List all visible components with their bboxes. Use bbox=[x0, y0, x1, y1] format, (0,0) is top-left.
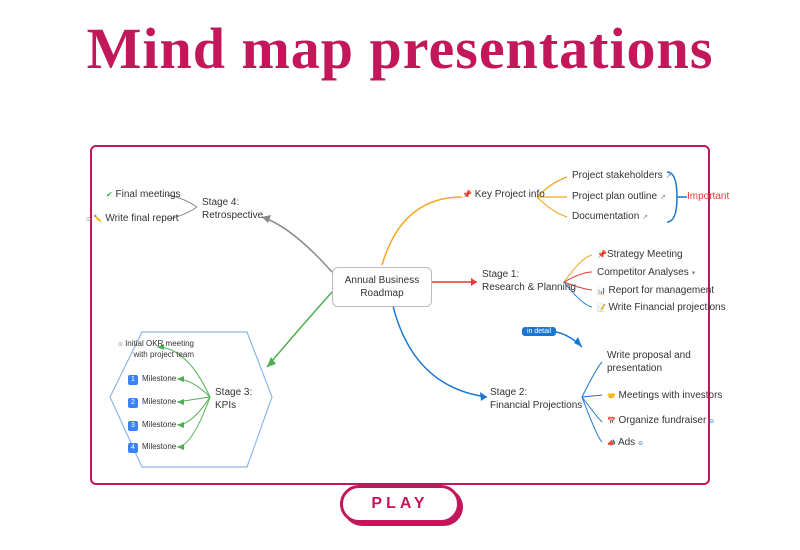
stage2-item: 📣 Ads ⊝ bbox=[607, 437, 643, 450]
stage2-label: Stage 2: Financial Projections bbox=[490, 387, 582, 412]
stage3-item: ⊙ Initial OKR meeting with project team bbox=[114, 339, 194, 360]
key-project-label: Key Project info bbox=[475, 189, 545, 200]
stage3-label: Stage 3: KPIs bbox=[215, 387, 252, 412]
link-icon: ↗ bbox=[660, 194, 666, 201]
stage3-milestone: 4Milestone bbox=[128, 442, 176, 453]
stage1-item: 📌Strategy Meeting bbox=[597, 249, 683, 262]
pin-icon: 📌 bbox=[597, 250, 607, 259]
stage4-label: Stage 4: Retrospective bbox=[202, 197, 263, 222]
stage2-item: Write proposal and presentation bbox=[607, 350, 697, 375]
stage1-item: 📊 Report for management bbox=[597, 285, 714, 298]
check-icon: ✔ bbox=[106, 190, 113, 199]
stage3-milestone: 3Milestone bbox=[128, 420, 176, 431]
key-project-item: Project stakeholders↗ bbox=[572, 170, 671, 183]
center-node: Annual Business Roadmap bbox=[332, 267, 432, 307]
mindmap-frame: Annual Business Roadmap 📌 Key Project in… bbox=[90, 145, 710, 485]
stage3-milestone: 2Milestone bbox=[128, 397, 176, 408]
stage4-item: ✔ Final meetings bbox=[106, 189, 181, 202]
branch-key-project: 📌 Key Project info bbox=[462, 189, 545, 202]
stage1-item: Competitor Analyses▾ bbox=[597, 267, 695, 280]
page-title: Mind map presentations bbox=[0, 15, 800, 82]
stage1-label: Stage 1: Research & Planning bbox=[482, 269, 576, 294]
stage1-item: 📝 Write Financial projections bbox=[597, 302, 726, 315]
link-icon: ↗ bbox=[642, 214, 648, 221]
important-annotation: Important bbox=[687, 191, 729, 202]
link-icon: ↗ bbox=[666, 173, 672, 180]
stage2-item: 📅 Organize fundraiser ⊝ bbox=[607, 415, 714, 428]
link-icon: ▾ bbox=[692, 270, 696, 277]
pin-icon: 📌 bbox=[462, 190, 472, 199]
key-project-item: Documentation↗ bbox=[572, 211, 648, 224]
in-detail-badge: in detail bbox=[522, 327, 556, 336]
key-project-item: Project plan outline↗ bbox=[572, 191, 666, 204]
stage2-item: 🤝 Meetings with investors bbox=[607, 390, 722, 403]
stage4-item: ⊙ ✏️ Write final report bbox=[86, 213, 179, 226]
play-button[interactable]: PLAY bbox=[340, 485, 460, 523]
stage3-milestone: 1Milestone bbox=[128, 374, 176, 385]
